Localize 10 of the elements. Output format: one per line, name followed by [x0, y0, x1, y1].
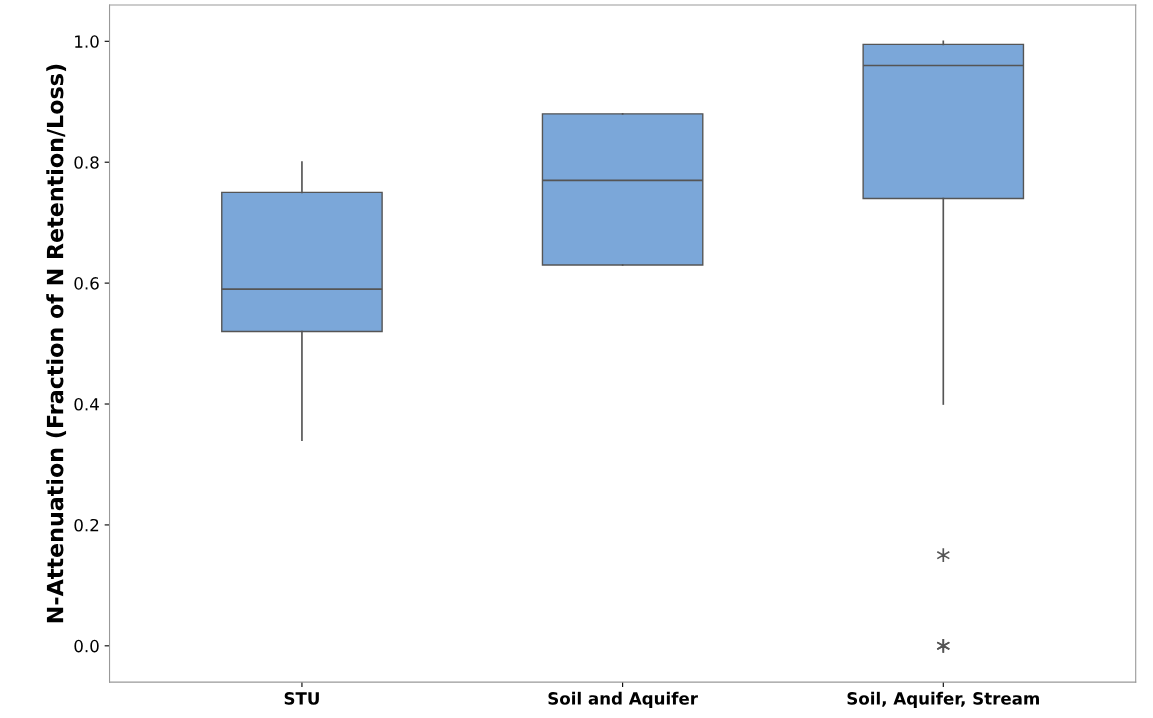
y-tick-label: 1.0: [75, 35, 99, 48]
y-axis-title: N-Attenuation (Fraction of N Retention/Loss): [46, 64, 67, 623]
y-tick-label: 0.4: [74, 397, 99, 411]
x-tick-label: Soil and Aquifer: [548, 691, 698, 708]
y-tick-label: 0.8: [74, 156, 99, 169]
y-tick-label: 0.2: [74, 518, 99, 532]
y-tick-label: 0.6: [74, 277, 99, 290]
y-tick-label: 0.0: [74, 639, 99, 653]
x-tick-label: STU: [284, 692, 319, 705]
x-tick-label: Soil, Aquifer, Stream: [847, 691, 1039, 708]
